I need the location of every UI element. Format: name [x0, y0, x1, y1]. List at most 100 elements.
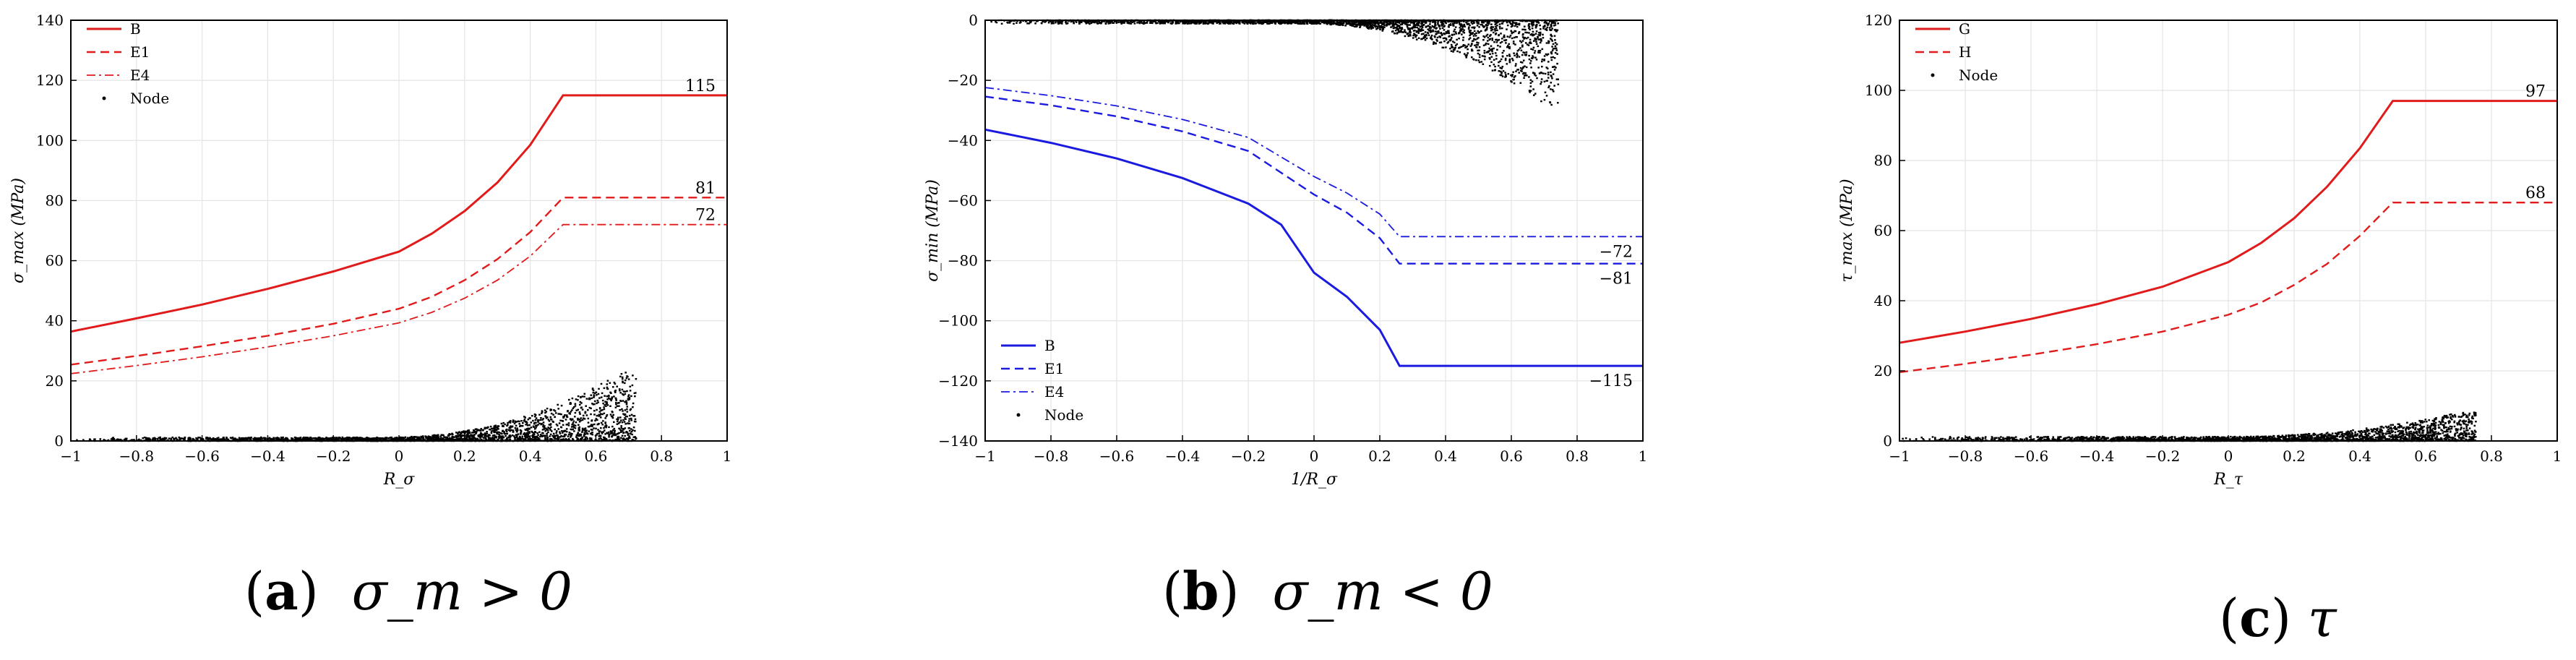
node-point	[537, 424, 539, 426]
node-point	[1463, 53, 1466, 55]
node-point	[632, 429, 634, 432]
node-point	[1547, 42, 1550, 44]
node-point	[1372, 20, 1375, 23]
node-point	[1464, 44, 1466, 47]
node-point	[531, 430, 533, 433]
y-tick-label: 100	[36, 132, 64, 149]
node-point	[1222, 21, 1224, 23]
node-point	[1460, 30, 1463, 32]
node-point	[1424, 31, 1427, 33]
node-point	[1452, 51, 1454, 53]
node-point	[238, 437, 241, 439]
node-point	[1456, 43, 1459, 46]
node-point	[202, 438, 205, 441]
node-point	[1452, 25, 1455, 27]
node-point	[563, 439, 566, 441]
node-point	[574, 416, 576, 418]
node-point	[611, 416, 614, 419]
node-point	[1367, 25, 1370, 27]
node-point	[585, 429, 588, 432]
node-point	[1369, 20, 1372, 22]
node-point	[629, 385, 632, 387]
node-point	[1545, 29, 1548, 31]
node-point	[1521, 68, 1524, 70]
node-point	[1546, 67, 1549, 69]
node-point	[1508, 55, 1511, 57]
node-point	[360, 439, 363, 441]
node-point	[211, 439, 214, 441]
node-point	[618, 388, 621, 390]
node-point	[516, 431, 518, 433]
node-point	[394, 437, 396, 439]
node-point	[1364, 23, 1366, 25]
node-point	[276, 437, 279, 440]
node-point	[1047, 22, 1050, 24]
node-point	[556, 430, 558, 432]
node-point	[243, 437, 246, 440]
node-point	[1006, 21, 1008, 23]
node-point	[591, 437, 593, 440]
node-point	[520, 431, 523, 433]
node-point	[1471, 43, 1473, 45]
node-point	[1518, 22, 1521, 25]
node-point	[1550, 23, 1553, 26]
node-point	[1461, 26, 1464, 28]
node-point	[1478, 56, 1481, 59]
node-point	[1126, 21, 1129, 23]
node-point	[575, 434, 578, 437]
node-point	[1477, 59, 1480, 61]
node-point	[1513, 76, 1516, 78]
node-point	[613, 395, 615, 398]
node-point	[1499, 42, 1502, 44]
node-point	[1448, 26, 1450, 28]
node-point	[1467, 20, 1469, 22]
x-tick-label: 0.4	[519, 447, 542, 465]
node-point	[1478, 46, 1481, 48]
node-point	[612, 429, 614, 432]
y-tick-label: 40	[46, 312, 64, 330]
node-point	[1013, 22, 1015, 25]
node-point	[1557, 83, 1560, 85]
node-point	[1380, 26, 1382, 29]
node-point	[1495, 54, 1498, 57]
node-point	[1454, 44, 1457, 47]
node-point	[1414, 30, 1416, 32]
node-point	[549, 433, 552, 436]
node-point	[546, 432, 548, 435]
node-point	[1551, 21, 1553, 23]
node-point	[609, 430, 612, 432]
node-point	[1531, 57, 1534, 59]
node-point	[1306, 22, 1309, 25]
node-point	[587, 409, 589, 411]
node-point	[375, 438, 378, 440]
node-point	[572, 407, 575, 409]
node-point	[1483, 50, 1486, 52]
node-point	[509, 439, 512, 441]
node-point	[1407, 24, 1409, 26]
node-point	[624, 379, 627, 382]
node-point	[1412, 25, 1415, 27]
node-point	[1477, 52, 1480, 55]
node-point	[1412, 30, 1415, 32]
node-point	[517, 433, 520, 435]
node-point	[480, 429, 482, 432]
node-point	[1532, 33, 1534, 36]
node-point	[197, 439, 199, 441]
y-tick-label: 0	[54, 432, 64, 450]
node-point	[527, 427, 529, 429]
node-point	[260, 436, 262, 439]
node-point	[455, 434, 458, 437]
node-point	[352, 437, 355, 439]
node-point	[611, 434, 614, 437]
node-point	[1461, 33, 1463, 35]
node-point	[1486, 25, 1488, 27]
node-point	[1426, 31, 1429, 34]
node-point	[1546, 26, 1549, 29]
node-point	[486, 431, 488, 433]
node-point	[1556, 53, 1558, 55]
node-point	[1107, 20, 1109, 23]
node-point	[309, 437, 312, 440]
node-point	[442, 437, 445, 440]
node-point	[1539, 41, 1542, 44]
node-point	[570, 428, 572, 431]
